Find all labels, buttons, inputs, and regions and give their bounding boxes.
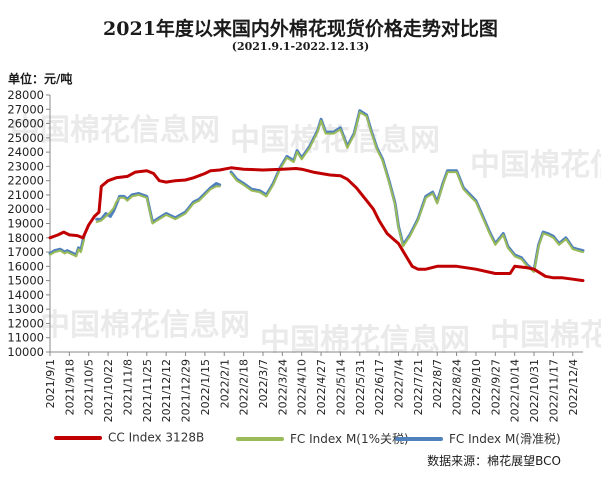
legend-label: CC Index 3128B xyxy=(108,430,205,445)
y-tick-label: 25000 xyxy=(7,131,44,145)
y-tick-label: 19000 xyxy=(7,217,44,231)
series-line xyxy=(49,238,86,258)
x-tick-label: 2022/9/10 xyxy=(470,359,483,415)
x-tick-label: 2022/3/7 xyxy=(257,359,270,408)
legend-label: FC Index M(滑准税) xyxy=(449,432,561,446)
chart-title: 2021年度以来国内外棉花现货价格走势对比图 xyxy=(103,18,498,40)
x-tick-label: 2022/6/17 xyxy=(373,359,386,415)
x-tick-label: 2022/7/4 xyxy=(393,359,406,408)
y-tick-label: 12000 xyxy=(7,316,44,330)
x-tick-label: 2022/8/24 xyxy=(451,359,464,415)
x-tick-label: 2022/7/21 xyxy=(412,359,425,415)
x-tick-label: 2022/9/27 xyxy=(489,359,502,415)
y-tick-label: 16000 xyxy=(7,259,44,273)
y-tick-label: 14000 xyxy=(7,288,44,302)
legend-swatch xyxy=(236,436,284,441)
x-tick-label: 2022/2/1 xyxy=(218,359,231,408)
x-tick-label: 2021/9/18 xyxy=(63,359,76,415)
x-tick-label: 2022/12/4 xyxy=(567,359,580,415)
x-tick-label: 2022/10/31 xyxy=(528,359,541,422)
series-line xyxy=(95,182,222,224)
y-tick-label: 17000 xyxy=(7,245,44,259)
x-tick-label: 2021/10/22 xyxy=(102,359,115,422)
x-tick-label: 2021/12/29 xyxy=(180,359,193,422)
x-tick-label: 2021/11/8 xyxy=(121,359,134,415)
series-line xyxy=(230,111,584,273)
unit-label: 单位：元/吨 xyxy=(8,72,73,86)
x-tick-label: 2022/5/14 xyxy=(334,359,347,415)
legend-swatch xyxy=(395,436,443,441)
y-tick-label: 24000 xyxy=(7,145,44,159)
y-tick-label: 10000 xyxy=(7,345,44,359)
y-tick-label: 15000 xyxy=(7,274,44,288)
x-tick-label: 2021/9/1 xyxy=(44,359,57,408)
x-tick-label: 2022/8/7 xyxy=(431,359,444,408)
x-tick-label: 2022/4/10 xyxy=(296,359,309,415)
y-tick-label: 20000 xyxy=(7,202,44,216)
legend-item-fc-1pct: FC Index M(1%关税) xyxy=(236,430,409,450)
x-tick-label: 2022/3/24 xyxy=(276,359,289,415)
y-tick-label: 22000 xyxy=(7,174,44,188)
x-tick-label: 2021/10/5 xyxy=(83,359,96,415)
legend-label: FC Index M(1%关税) xyxy=(290,432,409,446)
y-tick-label: 23000 xyxy=(7,159,44,173)
x-tick-label: 2022/11/17 xyxy=(547,359,560,422)
legend-item-cc-index: CC Index 3128B xyxy=(54,430,204,450)
x-tick-label: 2021/12/12 xyxy=(160,359,173,422)
y-tick-label: 26000 xyxy=(7,117,44,131)
legend-item-fc-sliding: FC Index M(滑准税) xyxy=(395,430,561,450)
series-line xyxy=(48,166,585,283)
y-tick-label: 13000 xyxy=(7,302,44,316)
data-source-label: 数据来源：棉花展望BCO xyxy=(427,454,561,468)
x-tick-label: 2021/11/25 xyxy=(141,359,154,422)
series-line xyxy=(229,109,585,273)
x-tick-label: 2022/2/18 xyxy=(238,359,251,415)
chart-subtitle: (2021.9.1-2022.12.13) xyxy=(231,40,370,53)
x-tick-label: 2022/1/15 xyxy=(199,359,212,415)
y-tick-label: 11000 xyxy=(7,331,44,345)
x-tick-label: 2022/10/14 xyxy=(509,359,522,422)
legend-swatch xyxy=(54,435,102,440)
y-tick-label: 28000 xyxy=(7,88,44,102)
series-line xyxy=(95,185,221,225)
y-tick-label: 27000 xyxy=(7,102,44,116)
y-tick-label: 18000 xyxy=(7,231,44,245)
x-tick-label: 2022/5/31 xyxy=(354,359,367,415)
x-tick-label: 2022/4/27 xyxy=(315,359,328,415)
y-tick-label: 21000 xyxy=(7,188,44,202)
